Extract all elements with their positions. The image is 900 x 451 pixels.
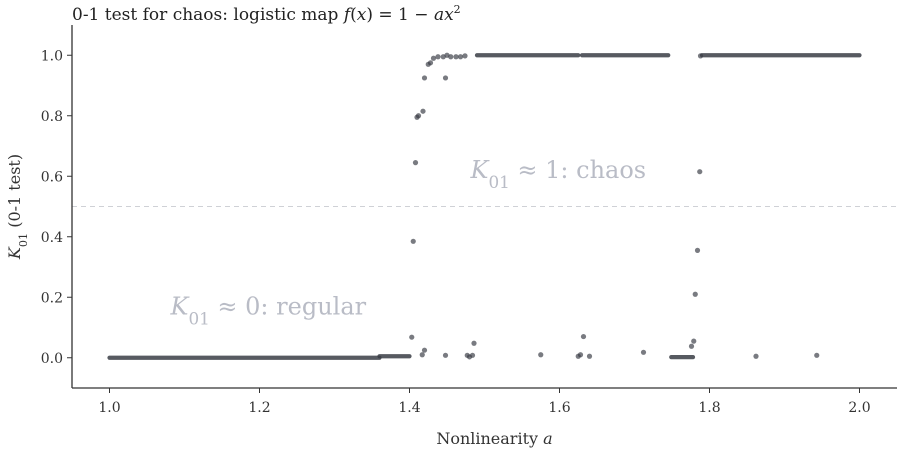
data-point-2 <box>412 160 419 166</box>
axis-label-layer: Nonlinearity a K01 (0-1 test) <box>5 154 553 448</box>
data-point-37 <box>753 353 759 359</box>
data-point-14 <box>453 54 459 60</box>
chart-title: 0-1 test for chaos: logistic map f(x) = … <box>72 3 461 25</box>
data-point-32 <box>691 338 697 344</box>
data-point-30 <box>640 349 647 355</box>
y-tick-label-2: 0.4 <box>41 230 63 246</box>
y-tick-label-5: 1.0 <box>41 48 63 64</box>
annotation-regular: K01 ≈ 0: regular <box>170 292 367 328</box>
x-tick-label-3: 1.6 <box>548 400 570 416</box>
data-point-28 <box>580 333 587 340</box>
points-layer <box>409 52 820 360</box>
data-point-16 <box>462 53 468 59</box>
x-tick-label-4: 1.8 <box>698 400 720 416</box>
data-point-19 <box>442 75 449 81</box>
annotation-chaos: K01 ≈ 1: chaos <box>470 156 647 192</box>
y-tick-label-1: 0.2 <box>41 290 63 306</box>
data-point-29 <box>586 353 593 359</box>
data-point-20 <box>442 352 449 358</box>
data-point-31 <box>688 343 695 349</box>
data-point-4 <box>415 113 422 119</box>
axes-layer: 1.0 1.2 1.4 1.6 1.8 2.0 0.0 0.2 0.4 0.6 0.8 1.0 <box>41 25 897 416</box>
data-point-17 <box>419 352 425 358</box>
data-point-15 <box>457 54 464 60</box>
y-tick-label-3: 0.6 <box>41 169 63 185</box>
data-point-6 <box>421 75 428 81</box>
data-point-5 <box>420 108 426 114</box>
annotation-layer: K01 ≈ 1: chaos K01 ≈ 0: regular <box>170 156 647 328</box>
x-axis-label: Nonlinearity a <box>436 429 552 448</box>
data-point-33 <box>692 291 698 297</box>
data-point-9 <box>430 55 437 61</box>
data-point-13 <box>448 54 454 60</box>
x-tick-label-1: 1.2 <box>248 400 270 416</box>
data-point-23 <box>469 352 476 358</box>
data-point-34 <box>694 247 701 253</box>
data-point-36 <box>697 53 704 59</box>
data-point-1 <box>410 238 416 244</box>
data-point-38 <box>814 352 820 358</box>
data-point-27 <box>577 352 584 358</box>
data-point-18 <box>421 347 428 353</box>
data-point-0 <box>409 334 415 340</box>
data-point-24 <box>471 340 477 346</box>
data-point-35 <box>697 169 703 175</box>
y-tick-label-0: 0.0 <box>41 351 63 367</box>
x-tick-label-5: 2.0 <box>848 400 870 416</box>
y-tick-label-4: 0.8 <box>41 109 63 125</box>
data-point-25 <box>538 352 544 358</box>
segment-layer <box>107 53 862 360</box>
y-axis-label: K01 (0-1 test) <box>5 154 30 260</box>
x-tick-label-2: 1.4 <box>398 400 420 416</box>
x-tick-label-0: 1.0 <box>98 400 120 416</box>
data-point-10 <box>435 54 441 60</box>
data-point-8 <box>427 60 434 66</box>
